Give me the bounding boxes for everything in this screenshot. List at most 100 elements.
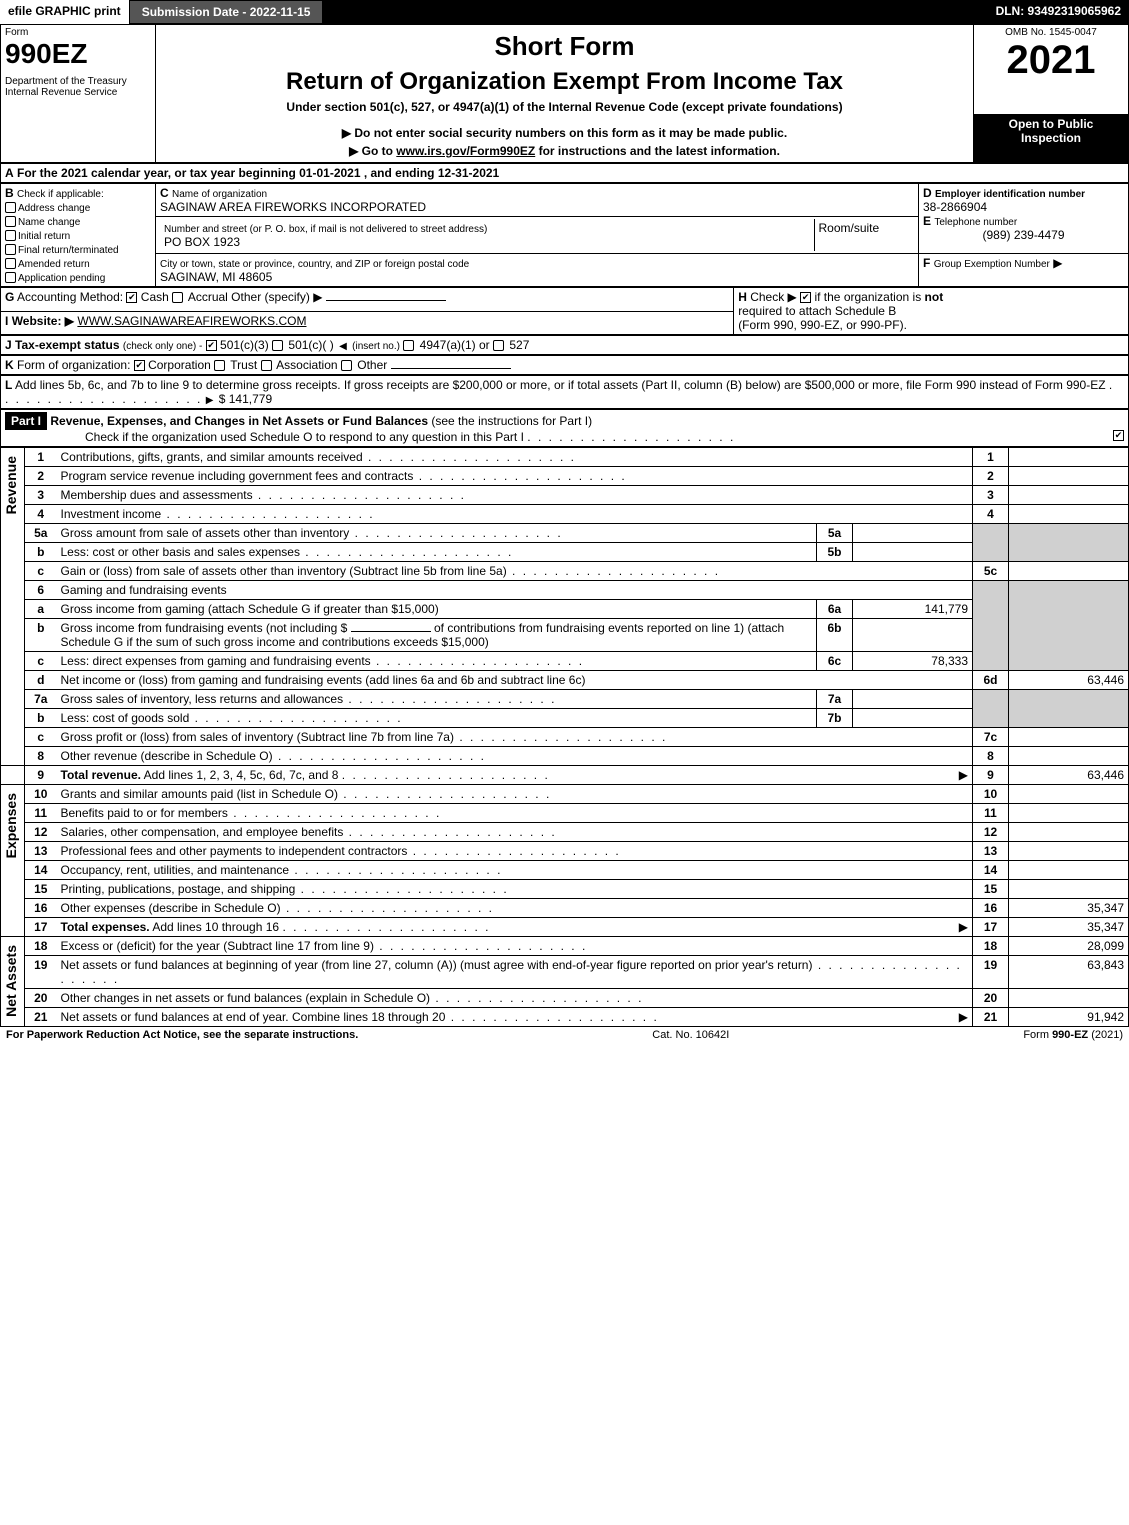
line-19-num: 19 (25, 956, 57, 989)
line-17-text: Add lines 10 through 16 (152, 920, 279, 934)
line-8-box: 8 (973, 747, 1009, 766)
line-6a-box: 6a (817, 600, 853, 619)
checkbox-accrual[interactable] (172, 292, 183, 303)
opt-application-pending: Application pending (18, 273, 105, 284)
line-21-text: Net assets or fund balances at end of ye… (61, 1010, 446, 1024)
section-i-cell: I Website: ▶ WWW.SAGINAWAREAFIREWORKS.CO… (1, 311, 734, 335)
line-5c-num: c (25, 562, 57, 581)
line-6a-num: a (25, 600, 57, 619)
section-d-e-cell: D Employer identification number 38-2866… (919, 184, 1129, 254)
revenue-bottom-spacer (1, 766, 25, 785)
revenue-side-label: Revenue (1, 448, 25, 766)
h-text1: Check ▶ (750, 290, 797, 304)
checkbox-name-change[interactable] (5, 216, 16, 227)
other-specify-line[interactable] (326, 300, 446, 301)
line-17-desc: Total expenses. Add lines 10 through 16 … (57, 918, 973, 937)
tax-exempt-label: Tax-exempt status (15, 338, 119, 352)
line-7c-text: Gross profit or (loss) from sales of inv… (61, 730, 454, 744)
opt-4947: 4947(a)(1) or (420, 338, 490, 352)
opt-accrual: Accrual (188, 290, 228, 304)
line-18-box: 18 (973, 937, 1009, 956)
form-word: Form (5, 27, 151, 38)
footer-left: For Paperwork Reduction Act Notice, see … (6, 1029, 358, 1041)
line-13-num: 13 (25, 842, 57, 861)
part1-title: Revenue, Expenses, and Changes in Net As… (50, 414, 428, 428)
checkbox-amended-return[interactable] (5, 258, 16, 269)
checkbox-initial-return[interactable] (5, 230, 16, 241)
checkbox-cash[interactable] (126, 292, 137, 303)
line-12-num: 12 (25, 823, 57, 842)
other-org-line[interactable] (391, 368, 511, 369)
line-3-val (1009, 486, 1129, 505)
line-1-text: Contributions, gifts, grants, and simila… (61, 450, 363, 464)
ein-value: 38-2866904 (923, 200, 987, 214)
checkbox-schedule-o[interactable] (1113, 430, 1124, 441)
line-15-num: 15 (25, 880, 57, 899)
line-5c-val (1009, 562, 1129, 581)
line-2-num: 2 (25, 467, 57, 486)
irs-link[interactable]: www.irs.gov/Form990EZ (396, 144, 535, 158)
line-11-box: 11 (973, 804, 1009, 823)
dots-16 (281, 901, 494, 915)
line-10-desc: Grants and similar amounts paid (list in… (57, 785, 973, 804)
line-19-text: Net assets or fund balances at beginning… (61, 958, 813, 972)
line-4-num: 4 (25, 505, 57, 524)
line-6c-num: c (25, 652, 57, 671)
line-2-val (1009, 467, 1129, 486)
line-7a-desc: Gross sales of inventory, less returns a… (57, 690, 817, 709)
label-j: J (5, 338, 12, 352)
street-value: PO BOX 1923 (164, 235, 240, 249)
section-c-street-cell: Number and street (or P. O. box, if mail… (156, 217, 919, 254)
checkbox-other-org[interactable] (341, 360, 352, 371)
checkbox-527[interactable] (493, 340, 504, 351)
footer-center: Cat. No. 10642I (652, 1029, 729, 1041)
website-value[interactable]: WWW.SAGINAWAREAFIREWORKS.COM (77, 314, 306, 328)
section-c-city-cell: City or town, state or province, country… (156, 254, 919, 287)
checkbox-schedule-b[interactable] (800, 292, 811, 303)
checkbox-final-return[interactable] (5, 244, 16, 255)
irs-label: Internal Revenue Service (5, 87, 151, 98)
checkbox-501c[interactable] (272, 340, 283, 351)
line-7c-val (1009, 728, 1129, 747)
checkbox-association[interactable] (261, 360, 272, 371)
omb-number: OMB No. 1545-0047 (978, 27, 1124, 38)
tax-year: 2021 (978, 38, 1124, 83)
opt-trust: Trust (230, 358, 257, 372)
line-2-text: Program service revenue including govern… (61, 469, 414, 483)
line-7c-box: 7c (973, 728, 1009, 747)
line-16-num: 16 (25, 899, 57, 918)
line-7a-val (853, 690, 973, 709)
submission-date-label: Submission Date - 2022-11-15 (129, 0, 324, 24)
checkbox-501c3[interactable] (206, 340, 217, 351)
checkbox-application-pending[interactable] (5, 272, 16, 283)
line-7a-text: Gross sales of inventory, less returns a… (61, 692, 344, 706)
footer-right-post: (2021) (1088, 1029, 1123, 1041)
line-14-box: 14 (973, 861, 1009, 880)
city-label: City or town, state or province, country… (160, 259, 469, 270)
checkbox-address-change[interactable] (5, 202, 16, 213)
line-19-val: 63,843 (1009, 956, 1129, 989)
line-6d-val: 63,446 (1009, 671, 1129, 690)
line-20-val (1009, 989, 1129, 1008)
opt-final-return: Final return/terminated (18, 245, 119, 256)
checkbox-4947[interactable] (403, 340, 414, 351)
section-b-title: Check if applicable: (17, 189, 104, 200)
street-label: Number and street (or P. O. box, if mail… (164, 224, 487, 235)
group-exemption-arrow: ▶ (1053, 256, 1062, 270)
shade-5v (1009, 524, 1129, 562)
opt-501c: 501(c)( (288, 338, 326, 352)
title-return: Return of Organization Exempt From Incom… (160, 66, 969, 98)
org-name: SAGINAW AREA FIREWORKS INCORPORATED (160, 200, 426, 214)
dots-9 (342, 768, 550, 782)
instruction-goto: ▶ Go to www.irs.gov/Form990EZ for instru… (160, 142, 969, 160)
checkbox-corporation[interactable] (134, 360, 145, 371)
section-k-table: K Form of organization: Corporation Trus… (0, 355, 1129, 375)
efile-print-label[interactable]: efile GRAPHIC print (0, 0, 129, 24)
line-6b-blank[interactable] (351, 631, 431, 632)
topbar-spacer (323, 0, 987, 24)
line-16-val: 35,347 (1009, 899, 1129, 918)
checkbox-trust[interactable] (214, 360, 225, 371)
form-header-table: Form 990EZ Department of the Treasury In… (0, 24, 1129, 163)
line-3-num: 3 (25, 486, 57, 505)
line-5c-box: 5c (973, 562, 1009, 581)
